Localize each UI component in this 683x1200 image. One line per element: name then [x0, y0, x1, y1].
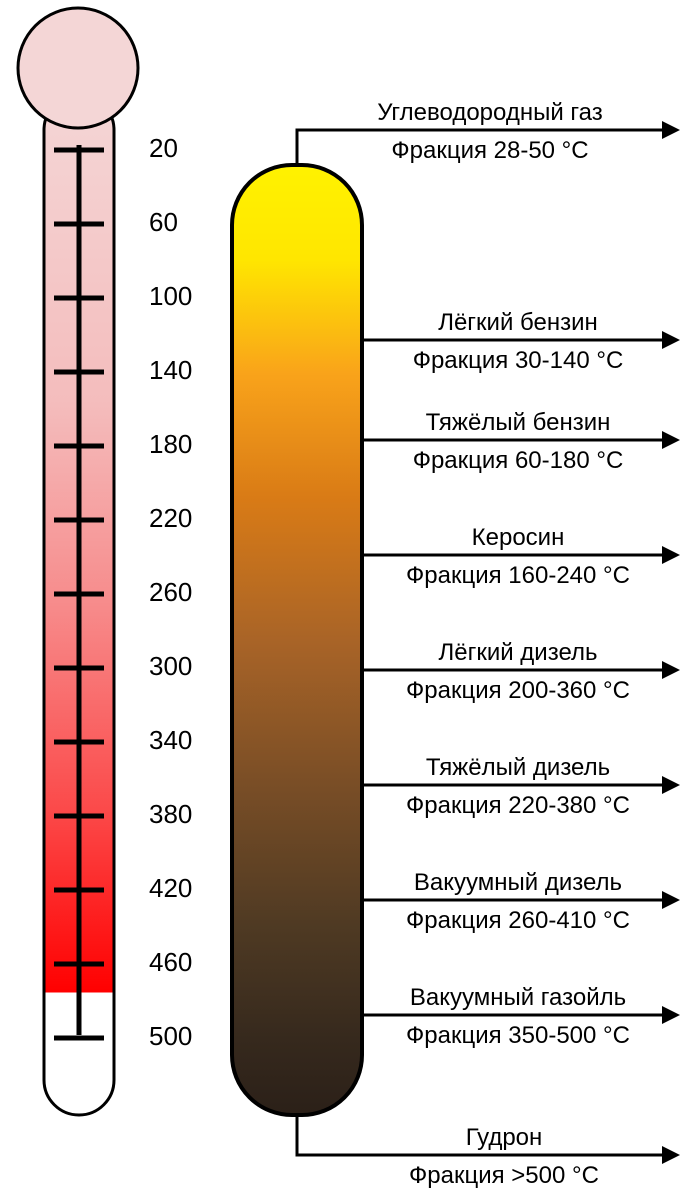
arrow-head-icon — [662, 1146, 680, 1164]
arrow-head-icon — [662, 1006, 680, 1024]
product-name: Углеводородный газ — [377, 99, 602, 126]
thermometer-tick-label: 460 — [149, 947, 192, 977]
product-name: Вакуумный газойль — [410, 984, 626, 1011]
thermometer-tick-label: 380 — [149, 799, 192, 829]
thermometer-tick-label: 140 — [149, 355, 192, 385]
thermometer-tick-label: 500 — [149, 1021, 192, 1051]
distillation-column — [232, 165, 362, 1115]
arrow-head-icon — [662, 891, 680, 909]
product-name: Лёгкий дизель — [438, 639, 597, 666]
product-fraction: Фракция 200-360 °C — [406, 677, 630, 704]
product-name: Гудрон — [466, 1124, 543, 1151]
product-fraction: Фракция 60-180 °C — [413, 447, 624, 474]
arrow-head-icon — [662, 546, 680, 564]
thermometer-tick-label: 180 — [149, 429, 192, 459]
thermometer-tick-label: 100 — [149, 281, 192, 311]
product-fraction: Фракция 160-240 °C — [406, 562, 630, 589]
thermometer-tick-label: 420 — [149, 873, 192, 903]
product-fraction: Фракция 220-380 °C — [406, 792, 630, 819]
product-name: Тяжёлый дизель — [426, 754, 610, 781]
product-name: Вакуумный дизель — [414, 869, 622, 896]
thermometer-tick-label: 340 — [149, 725, 192, 755]
arrow-head-icon — [662, 661, 680, 679]
product-name: Керосин — [472, 524, 565, 551]
thermometer-tick-label: 60 — [149, 207, 178, 237]
thermometer-tick-label: 300 — [149, 651, 192, 681]
arrow-head-icon — [662, 331, 680, 349]
product-fraction: Фракция 350-500 °C — [406, 1022, 630, 1049]
product-fraction: Фракция >500 °C — [409, 1162, 599, 1189]
product-fraction: Фракция 28-50 °C — [391, 137, 588, 164]
thermometer-tick-label: 20 — [149, 133, 178, 163]
product-fraction: Фракция 260-410 °C — [406, 907, 630, 934]
arrow-head-icon — [662, 431, 680, 449]
thermometer-tick-label: 260 — [149, 577, 192, 607]
product-fraction: Фракция 30-140 °C — [413, 347, 624, 374]
product-name: Лёгкий бензин — [438, 309, 598, 336]
thermometer-tick-label: 220 — [149, 503, 192, 533]
arrow-head-icon — [662, 776, 680, 794]
product-name: Тяжёлый бензин — [426, 409, 611, 436]
arrow-head-icon — [662, 121, 680, 139]
thermometer-bulb — [18, 8, 138, 128]
